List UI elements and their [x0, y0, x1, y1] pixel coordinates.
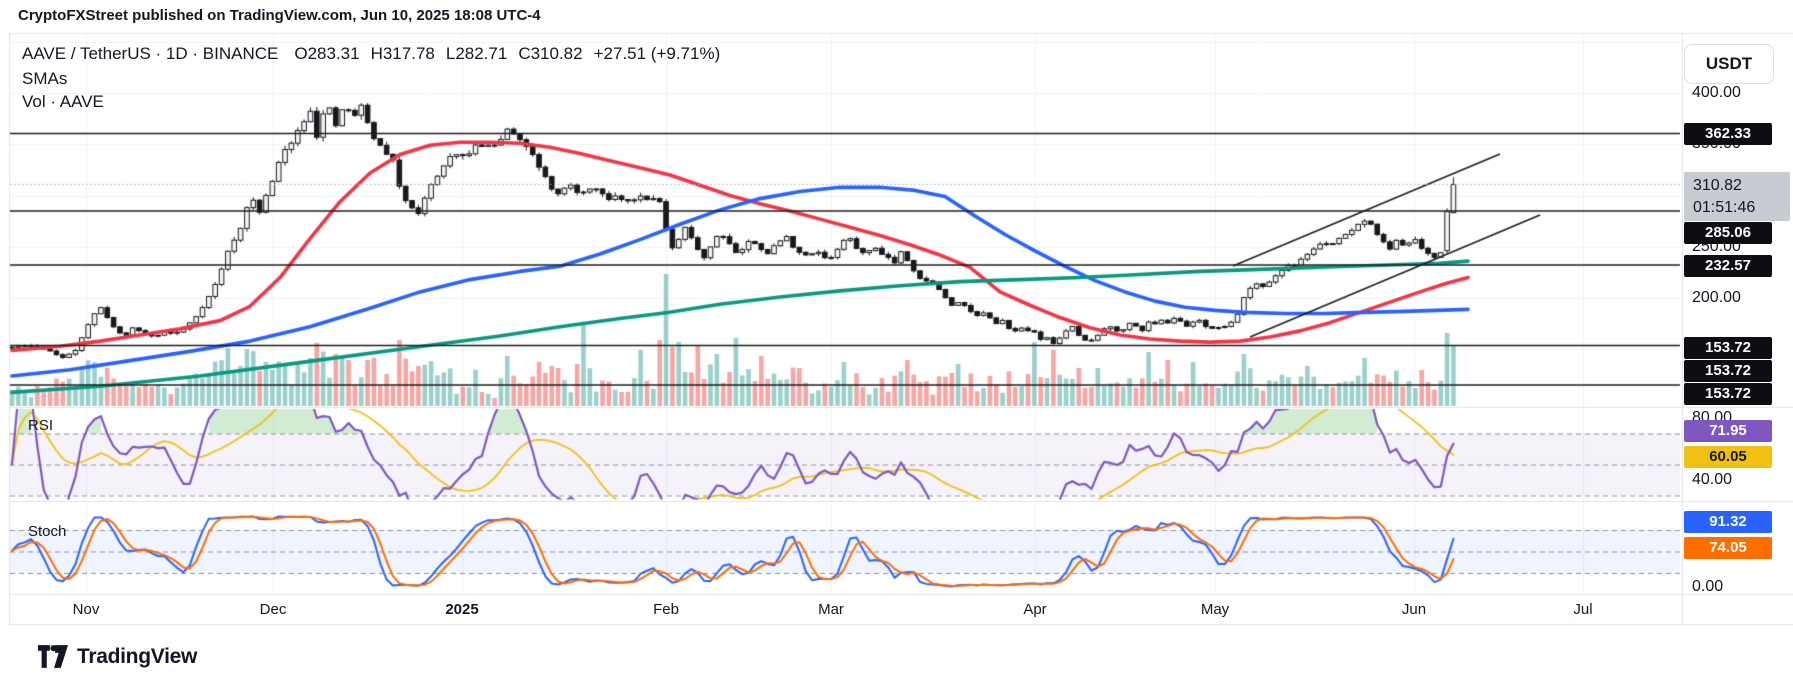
volume-legend[interactable]: Vol · AAVE [22, 92, 104, 111]
rsi-panel-label[interactable]: RSI [28, 417, 54, 434]
currency-toggle-button[interactable]: USDT [1684, 44, 1774, 84]
stoch-panel-label[interactable]: Stoch [28, 523, 67, 540]
ohlc-close: C310.82 [518, 44, 583, 63]
tradingview-logo[interactable]: TradingView [38, 644, 197, 669]
stoch-k-badge: 91.32 [1684, 511, 1772, 533]
tradingview-logo-icon[interactable] [38, 644, 68, 669]
rsi-ma-badge: 60.05 [1684, 446, 1772, 468]
bar-countdown: 01:51:46 [1693, 199, 1756, 216]
level-badge-362: 362.33 [1684, 123, 1772, 145]
time-label-2025: 2025 [445, 601, 479, 618]
level-badge-153-c: 153.72 [1684, 383, 1772, 405]
last-price-badge: 310.82 01:51:46 [1684, 172, 1790, 221]
sma-legend[interactable]: SMAs [22, 69, 68, 88]
time-label-mar: Mar [818, 601, 844, 618]
rsi-value-badge: 71.95 [1684, 420, 1772, 442]
time-label-jun: Jun [1401, 601, 1427, 618]
stoch-tick-0: 0.00 [1692, 578, 1724, 595]
price-tick-400: 400.00 [1692, 84, 1741, 101]
time-label-nov: Nov [72, 601, 100, 618]
ohlc-high: H317.78 [370, 44, 435, 63]
price-tick-200: 200.00 [1692, 289, 1741, 306]
last-price-value: 310.82 [1693, 177, 1742, 194]
time-label-apr: Apr [1023, 601, 1047, 618]
time-label-feb: Feb [653, 601, 679, 618]
time-label-dec: Dec [259, 601, 287, 618]
ohlc-low: L282.71 [445, 44, 508, 63]
level-badge-232: 232.57 [1684, 255, 1772, 277]
attribution-text: CryptoFXStreet published on TradingView.… [18, 7, 541, 24]
level-badge-153-b: 153.72 [1684, 360, 1772, 382]
time-label-may: May [1200, 601, 1230, 618]
symbol-legend: AAVE / TetherUS · 1D · BINANCE O283.31 H31… [22, 44, 731, 64]
stoch-d-badge: 74.05 [1684, 537, 1772, 559]
time-label-jul: Jul [1573, 601, 1593, 618]
tradingview-logo-text[interactable]: TradingView [77, 644, 198, 668]
ohlc-change: +27.51 (+9.71%) [593, 44, 721, 63]
ohlc-open: O283.31 [294, 44, 360, 63]
level-badge-153-a: 153.72 [1684, 337, 1772, 359]
rsi-tick-40: 40.00 [1692, 471, 1733, 488]
level-badge-285: 285.06 [1684, 222, 1772, 244]
symbol-title[interactable]: AAVE / TetherUS · 1D · BINANCE [22, 44, 279, 63]
